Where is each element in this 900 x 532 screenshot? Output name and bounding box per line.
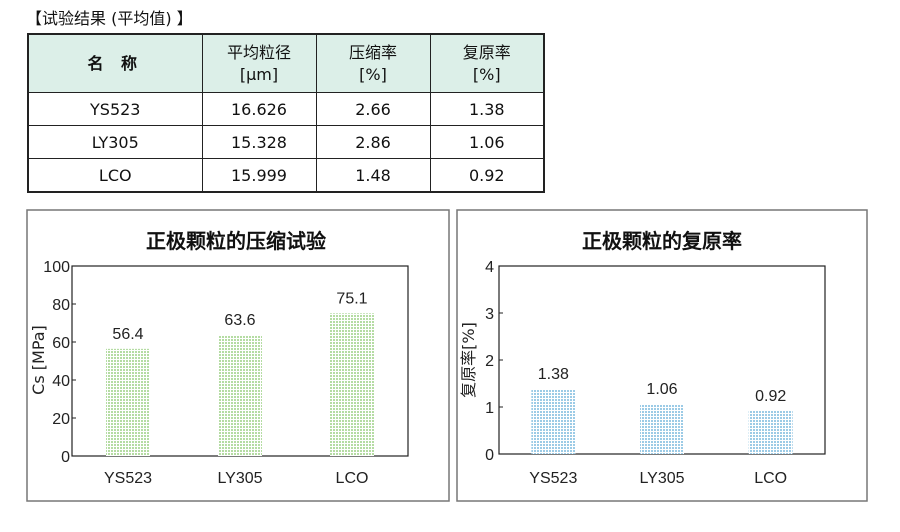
table-cell: 1.48 <box>315 158 431 193</box>
bar <box>106 348 150 456</box>
bar-value-label: 1.38 <box>538 366 569 383</box>
bar-value-label: 1.06 <box>646 381 677 398</box>
table-cell: 2.86 <box>315 125 431 159</box>
y-tick-label: 80 <box>52 297 70 314</box>
y-tick-label: 3 <box>485 306 494 323</box>
y-tick-label: 100 <box>43 259 70 276</box>
header-compression-rate: 压缩率 [%] <box>315 33 431 93</box>
bar <box>640 404 684 454</box>
bar <box>218 335 262 456</box>
x-category-label: YS523 <box>529 470 577 487</box>
table-cell: 1.38 <box>429 92 545 126</box>
table-cell: LCO <box>27 158 203 193</box>
table-row: LY305 15.328 2.86 1.06 <box>27 125 545 159</box>
bar <box>748 410 793 454</box>
table-cell: 15.999 <box>201 158 317 193</box>
y-tick-label: 0 <box>61 449 70 466</box>
table-caption: 【试验结果 (平均值) 】 <box>26 9 193 28</box>
y-tick-label: 1 <box>485 400 494 417</box>
x-category-label: LY305 <box>217 470 262 487</box>
table-cell: LY305 <box>27 125 203 159</box>
bar-value-label: 56.4 <box>112 326 143 343</box>
table-row: LCO 15.999 1.48 0.92 <box>27 158 545 193</box>
y-tick-label: 4 <box>485 259 494 276</box>
y-tick-label: 2 <box>485 353 494 370</box>
bar <box>531 389 576 454</box>
header-avg-particle-size: 平均粒径 [μm] <box>201 33 317 93</box>
x-category-label: LY305 <box>639 470 684 487</box>
y-tick-label: 60 <box>52 335 70 352</box>
bar <box>330 313 374 456</box>
table-header-row: 名 称 平均粒径 [μm] 压缩率 [%] 复原率 [%] <box>27 33 545 93</box>
y-axis-label: Cs [MPa] <box>29 325 48 395</box>
y-tick-label: 0 <box>485 447 494 464</box>
table-cell: 1.06 <box>429 125 545 159</box>
header-recovery-rate: 复原率 [%] <box>429 33 545 93</box>
y-axis-label: 复原率[%] <box>459 322 478 398</box>
x-category-label: YS523 <box>104 470 152 487</box>
chart-frame <box>456 209 868 502</box>
table-cell: 0.92 <box>429 158 545 193</box>
bar-value-label: 0.92 <box>755 388 786 405</box>
x-category-label: LCO <box>754 470 787 487</box>
chart-title: 正极颗粒的压缩试验 <box>146 229 326 253</box>
x-category-label: LCO <box>336 470 369 487</box>
chart-title: 正极颗粒的复原率 <box>582 229 742 253</box>
header-name: 名 称 <box>27 33 203 93</box>
y-tick-label: 20 <box>52 411 70 428</box>
bar-value-label: 75.1 <box>336 290 367 307</box>
table-cell: 2.66 <box>315 92 431 126</box>
y-tick-label: 40 <box>52 373 70 390</box>
bar-value-label: 63.6 <box>224 312 255 329</box>
results-table: 名 称 平均粒径 [μm] 压缩率 [%] 复原率 [%] YS523 16.626 … <box>27 33 545 193</box>
